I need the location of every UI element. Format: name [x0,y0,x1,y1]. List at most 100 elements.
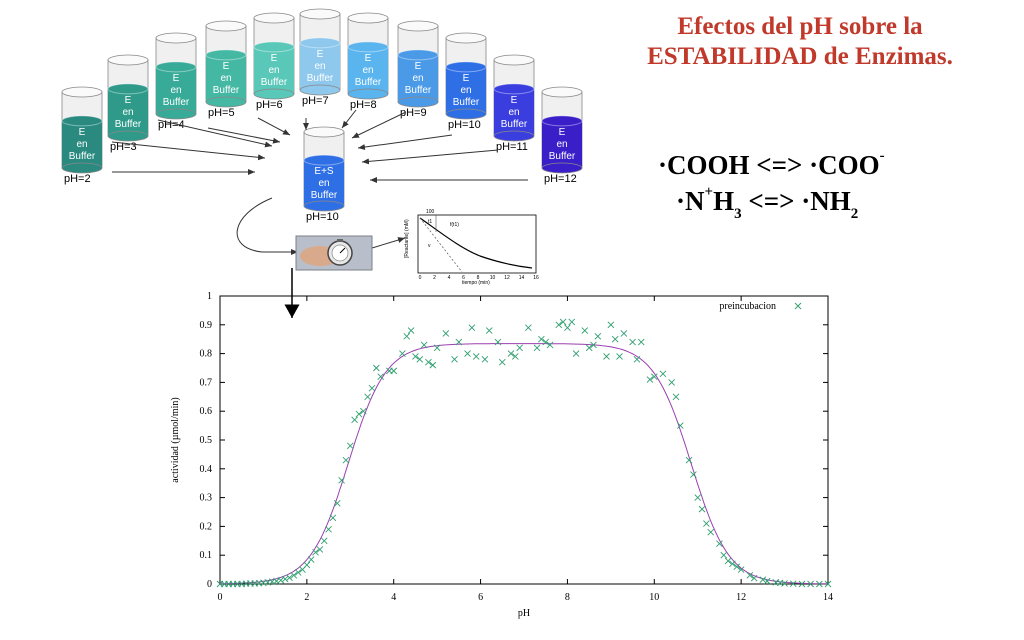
data-point [286,574,293,581]
data-point [672,393,680,401]
data-point [468,324,476,331]
cylinder-text: Buffer [115,119,142,130]
data-point [637,338,645,346]
legend-label: preincubacion [719,301,776,312]
ph-label: pH=12 [544,173,577,185]
data-point [498,358,506,366]
mini-xtick: 4 [448,275,451,281]
cylinder-text: E [463,73,470,84]
x-tick-label: 8 [565,592,570,603]
fit-curve [220,343,828,585]
cylinder-text: en [412,73,423,84]
data-point [316,546,324,553]
cylinder-text: E [511,95,518,106]
data-point [494,338,502,346]
data-point [798,580,806,588]
center-cylinder-text: E+S [314,166,334,177]
data-point [277,576,285,584]
cylinder-text: en [508,107,519,118]
y-tick-label: 0.8 [200,349,213,360]
data-point [750,574,758,582]
cylinder-text: en [220,73,231,84]
data-point [559,318,567,326]
cylinder-text: Buffer [213,85,240,96]
mini-xtick: 14 [519,275,525,281]
cylinder-text: Buffer [261,77,288,88]
ph-label: pH=8 [350,99,377,111]
y-tick-label: 0.6 [200,406,213,417]
data-point [525,324,532,331]
data-point [472,353,480,360]
carboxyl-equation-text: ·COOH <=> ·COO [658,150,880,180]
amine-sub-3: 3 [734,206,742,222]
data-point [746,572,754,579]
data-point [607,321,615,329]
data-point [359,407,367,415]
x-tick-label: 14 [823,592,833,603]
data-point [281,575,289,583]
data-point [707,528,715,536]
cylinder-text: en [76,139,87,150]
cylinder-text: en [122,107,133,118]
data-point [329,514,337,522]
data-point [346,442,354,450]
data-point [425,358,432,366]
ph-label: pH=2 [64,173,91,185]
carboxyl-charge: - [879,148,885,164]
ph-label: pH=11 [496,141,528,153]
data-point [685,456,693,464]
data-point [507,350,515,357]
amine-h: H [713,186,735,216]
data-point [759,576,767,583]
mini-ylabel: [Reactante] (mM) [404,219,410,258]
cylinder-text: Buffer [355,77,382,88]
cylinder-text: E [125,95,132,106]
cylinder-text: E [223,61,230,72]
arrows [111,109,528,318]
data-point [416,356,424,363]
cylinder-text: Buffer [453,97,480,108]
data-point [312,549,319,556]
data-point [338,477,345,484]
data-point [737,566,745,573]
data-point [581,327,589,334]
cylinder-text: E [173,73,180,84]
mini-annot-3: v [428,243,431,249]
data-point [807,580,814,588]
mini-xtick: 2 [433,275,436,281]
cylinder-text: en [314,61,325,72]
data-point [433,344,441,352]
data-point [390,367,398,375]
data-point [464,350,471,357]
ph-label: pH=7 [302,95,329,107]
y-tick-label: 0 [207,579,212,590]
cylinder-group: EenBufferpH=2EenBufferpH=3EenBufferpH=4E… [61,8,583,223]
data-point [342,456,350,464]
data-point [594,333,602,340]
data-point [633,356,641,363]
amine-mid: <=> ·NH [741,186,851,216]
mini-xtick: 8 [477,275,480,281]
x-tick-label: 12 [736,592,746,603]
mini-xlabel: tiempo (min) [462,280,490,286]
data-point [646,376,654,383]
data-point [703,520,710,527]
data-point [763,577,771,585]
x-tick-label: 4 [391,592,396,603]
data-point [455,338,463,346]
cylinder-text: Buffer [307,73,334,84]
data-point [564,324,571,331]
data-point [364,393,371,401]
data-point [572,350,580,357]
data-point [333,500,341,507]
data-point [294,569,302,576]
